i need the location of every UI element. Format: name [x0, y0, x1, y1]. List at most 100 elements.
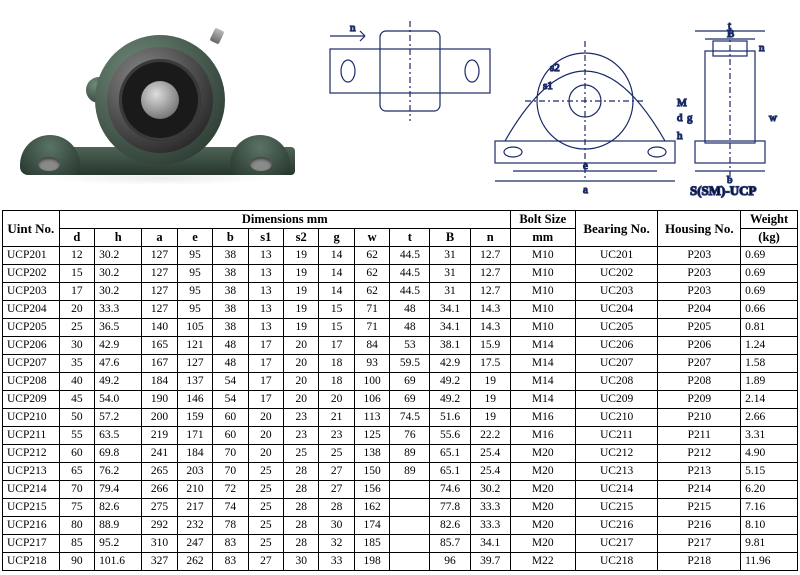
- cell-g: 17: [319, 337, 354, 355]
- col-d: d: [59, 229, 94, 247]
- cell-wt: 5.15: [741, 463, 798, 481]
- col-B: B: [430, 229, 470, 247]
- cell-t: [390, 499, 430, 517]
- col-h: h: [95, 229, 142, 247]
- cell-h: 42.9: [95, 337, 142, 355]
- cell-d: 55: [59, 427, 94, 445]
- table-row: UCP2105057.22001596020232111374.551.619M…: [3, 409, 798, 427]
- cell-w: 198: [354, 553, 389, 571]
- table-header: Uint No. Dimensions mm Bolt Size Bearing…: [3, 211, 798, 247]
- cell-g: 23: [319, 427, 354, 445]
- cell-n: 33.3: [470, 517, 510, 535]
- col-e: e: [177, 229, 212, 247]
- cell-house: P213: [658, 463, 741, 481]
- cell-t: 74.5: [390, 409, 430, 427]
- cell-wt: 11.96: [741, 553, 798, 571]
- cell-g: 32: [319, 535, 354, 553]
- table-row: UCP2084049.2184137541720181006949.219M14…: [3, 373, 798, 391]
- col-a: a: [142, 229, 177, 247]
- cell-house: P206: [658, 337, 741, 355]
- cell-h: 36.5: [95, 319, 142, 337]
- cell-t: 89: [390, 463, 430, 481]
- cell-h: 47.6: [95, 355, 142, 373]
- cell-bolt: M14: [510, 355, 575, 373]
- cell-s1: 13: [248, 319, 283, 337]
- cell-B: 31: [430, 247, 470, 265]
- cell-B: 51.6: [430, 409, 470, 427]
- cell-u: UCP201: [3, 247, 60, 265]
- table-row: UCP2031730.212795381319146244.53112.7M10…: [3, 283, 798, 301]
- svg-text:e: e: [583, 160, 588, 172]
- cell-n: 17.5: [470, 355, 510, 373]
- cell-g: 14: [319, 247, 354, 265]
- cell-s2: 20: [284, 355, 319, 373]
- cell-s1: 20: [248, 427, 283, 445]
- cell-bolt: M14: [510, 337, 575, 355]
- cell-s2: 20: [284, 373, 319, 391]
- cell-a: 127: [142, 301, 177, 319]
- cell-house: P217: [658, 535, 741, 553]
- cell-g: 27: [319, 463, 354, 481]
- cell-e: 146: [177, 391, 212, 409]
- cell-a: 275: [142, 499, 177, 517]
- cell-e: 171: [177, 427, 212, 445]
- cell-w: 106: [354, 391, 389, 409]
- cell-g: 28: [319, 499, 354, 517]
- cell-w: 113: [354, 409, 389, 427]
- cell-s1: 27: [248, 553, 283, 571]
- cell-house: P208: [658, 373, 741, 391]
- col-g: g: [319, 229, 354, 247]
- cell-h: 30.2: [95, 265, 142, 283]
- cell-w: 174: [354, 517, 389, 535]
- cell-d: 50: [59, 409, 94, 427]
- cell-u: UCP207: [3, 355, 60, 373]
- table-row: UCP2042033.31279538131915714834.114.3M10…: [3, 301, 798, 319]
- cell-a: 165: [142, 337, 177, 355]
- cell-b: 48: [213, 355, 248, 373]
- cell-e: 203: [177, 463, 212, 481]
- cell-B: 77.8: [430, 499, 470, 517]
- cell-h: 88.9: [95, 517, 142, 535]
- cell-wt: 6.20: [741, 481, 798, 499]
- table-row: UCP2178595.23102478325283218585.734.1M20…: [3, 535, 798, 553]
- cell-d: 35: [59, 355, 94, 373]
- cell-b: 74: [213, 499, 248, 517]
- cell-e: 210: [177, 481, 212, 499]
- col-housing: Housing No.: [658, 211, 741, 247]
- cell-w: 156: [354, 481, 389, 499]
- cell-h: 30.2: [95, 247, 142, 265]
- images-area: n a e s2: [0, 0, 800, 210]
- cell-s1: 25: [248, 535, 283, 553]
- cell-b: 70: [213, 445, 248, 463]
- cell-d: 80: [59, 517, 94, 535]
- cell-d: 20: [59, 301, 94, 319]
- cell-t: 48: [390, 319, 430, 337]
- cell-w: 62: [354, 265, 389, 283]
- cell-wt: 1.89: [741, 373, 798, 391]
- cell-e: 232: [177, 517, 212, 535]
- cell-w: 125: [354, 427, 389, 445]
- cell-bear: UC206: [575, 337, 658, 355]
- cell-n: 25.4: [470, 445, 510, 463]
- cell-bear: UC212: [575, 445, 658, 463]
- cell-s1: 20: [248, 445, 283, 463]
- cell-bear: UC203: [575, 283, 658, 301]
- cell-B: 42.9: [430, 355, 470, 373]
- cell-h: 30.2: [95, 283, 142, 301]
- svg-text:M: M: [677, 97, 687, 109]
- table-row: UCP2157582.62752177425282816277.833.3M20…: [3, 499, 798, 517]
- cell-u: UCP208: [3, 373, 60, 391]
- cell-bolt: M20: [510, 499, 575, 517]
- cell-house: P203: [658, 283, 741, 301]
- col-bolt: Bolt Size: [510, 211, 575, 229]
- cell-h: 82.6: [95, 499, 142, 517]
- cell-d: 17: [59, 283, 94, 301]
- col-n: n: [470, 229, 510, 247]
- cell-d: 30: [59, 337, 94, 355]
- cell-a: 167: [142, 355, 177, 373]
- col-weight: Weight: [741, 211, 798, 229]
- cell-g: 15: [319, 301, 354, 319]
- cell-e: 137: [177, 373, 212, 391]
- diagram-label: S(SM)-UCP: [690, 183, 756, 198]
- cell-wt: 0.66: [741, 301, 798, 319]
